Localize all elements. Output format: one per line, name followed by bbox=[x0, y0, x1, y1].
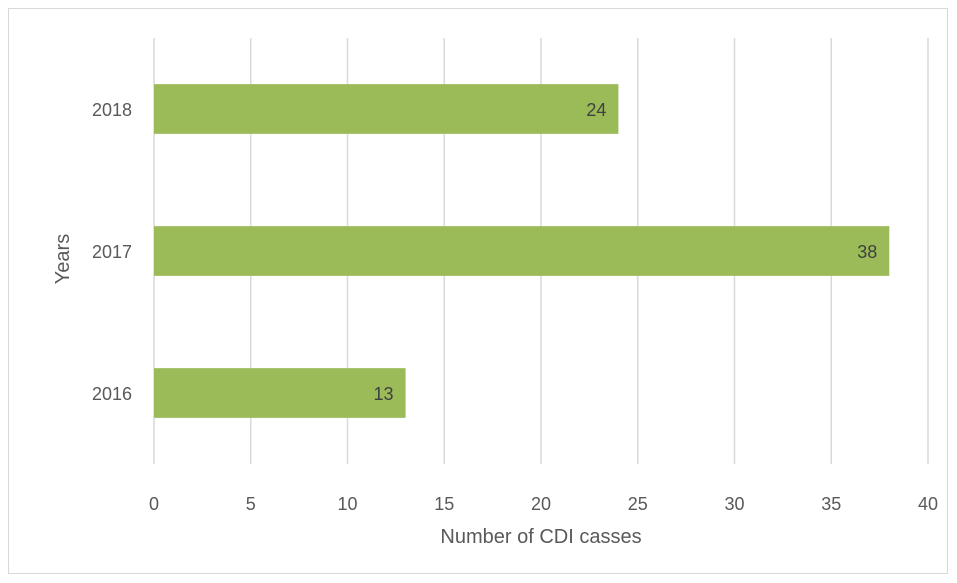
y-tick-label: 2018 bbox=[92, 100, 132, 120]
x-tick-label: 15 bbox=[434, 494, 454, 514]
x-tick-label: 20 bbox=[531, 494, 551, 514]
y-tick-label: 2016 bbox=[92, 384, 132, 404]
x-tick-label: 5 bbox=[246, 494, 256, 514]
bars bbox=[154, 84, 890, 418]
data-labels: 24 38 13 bbox=[374, 100, 878, 404]
data-label: 24 bbox=[586, 100, 606, 120]
data-label: 13 bbox=[374, 384, 394, 404]
x-tick-label: 30 bbox=[724, 494, 744, 514]
chart-frame: 24 38 13 0 5 10 15 20 25 30 35 40 2018 2017 2016 Num… bbox=[8, 8, 948, 574]
bar-2017 bbox=[154, 226, 890, 276]
x-tick-label: 10 bbox=[337, 494, 357, 514]
bar-chart: 24 38 13 0 5 10 15 20 25 30 35 40 2018 2017 2016 Num… bbox=[52, 38, 938, 548]
x-tick-label: 35 bbox=[821, 494, 841, 514]
x-axis-title: Number of CDI casses bbox=[440, 526, 641, 548]
y-axis-title: Years bbox=[52, 234, 74, 284]
bar-2016 bbox=[154, 368, 406, 418]
x-tick-label: 0 bbox=[149, 494, 159, 514]
bar-2018 bbox=[154, 84, 619, 134]
y-tick-labels: 2018 2017 2016 bbox=[92, 100, 132, 404]
x-tick-label: 40 bbox=[918, 494, 938, 514]
y-tick-label: 2017 bbox=[92, 242, 132, 262]
x-tick-labels: 0 5 10 15 20 25 30 35 40 bbox=[149, 494, 938, 514]
data-label: 38 bbox=[857, 242, 877, 262]
x-tick-label: 25 bbox=[628, 494, 648, 514]
